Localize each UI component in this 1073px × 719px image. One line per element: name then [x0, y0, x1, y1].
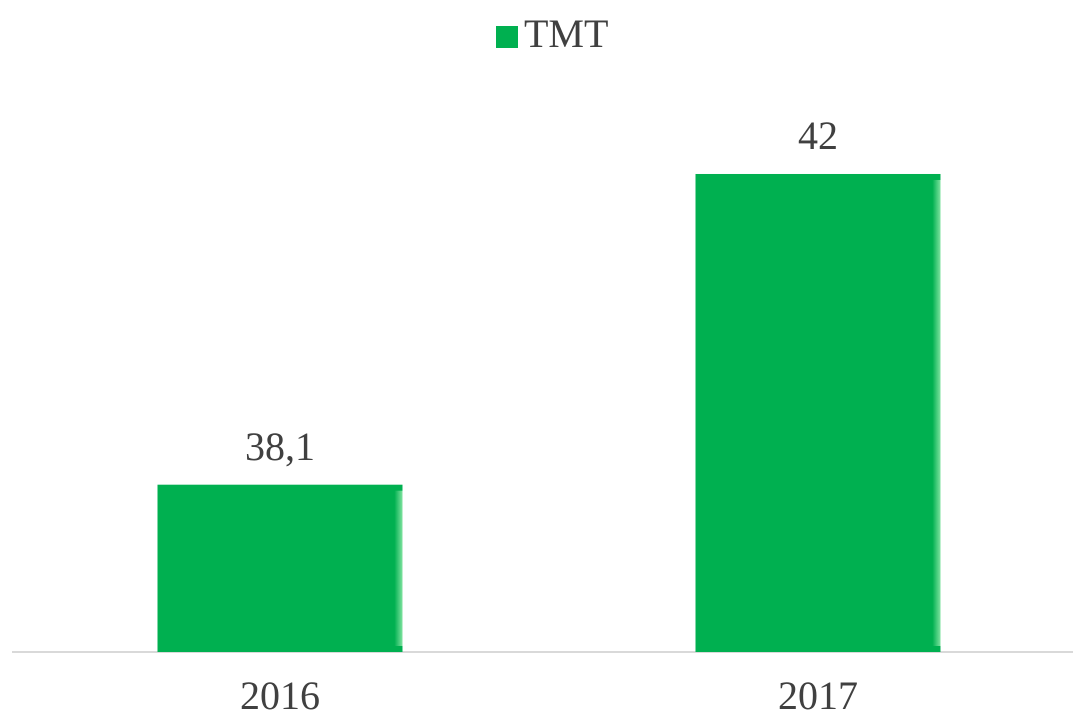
bar [695, 173, 941, 653]
legend-label: TMT [524, 11, 608, 56]
data-label: 42 [798, 113, 838, 158]
x-tick-label: 2016 [240, 673, 320, 718]
bar [157, 484, 403, 652]
legend-swatch [496, 26, 518, 48]
bar-bevel [932, 179, 941, 647]
data-label: 38,1 [245, 424, 315, 469]
x-tick-label: 2017 [778, 673, 858, 718]
bar-bevel [394, 490, 403, 646]
